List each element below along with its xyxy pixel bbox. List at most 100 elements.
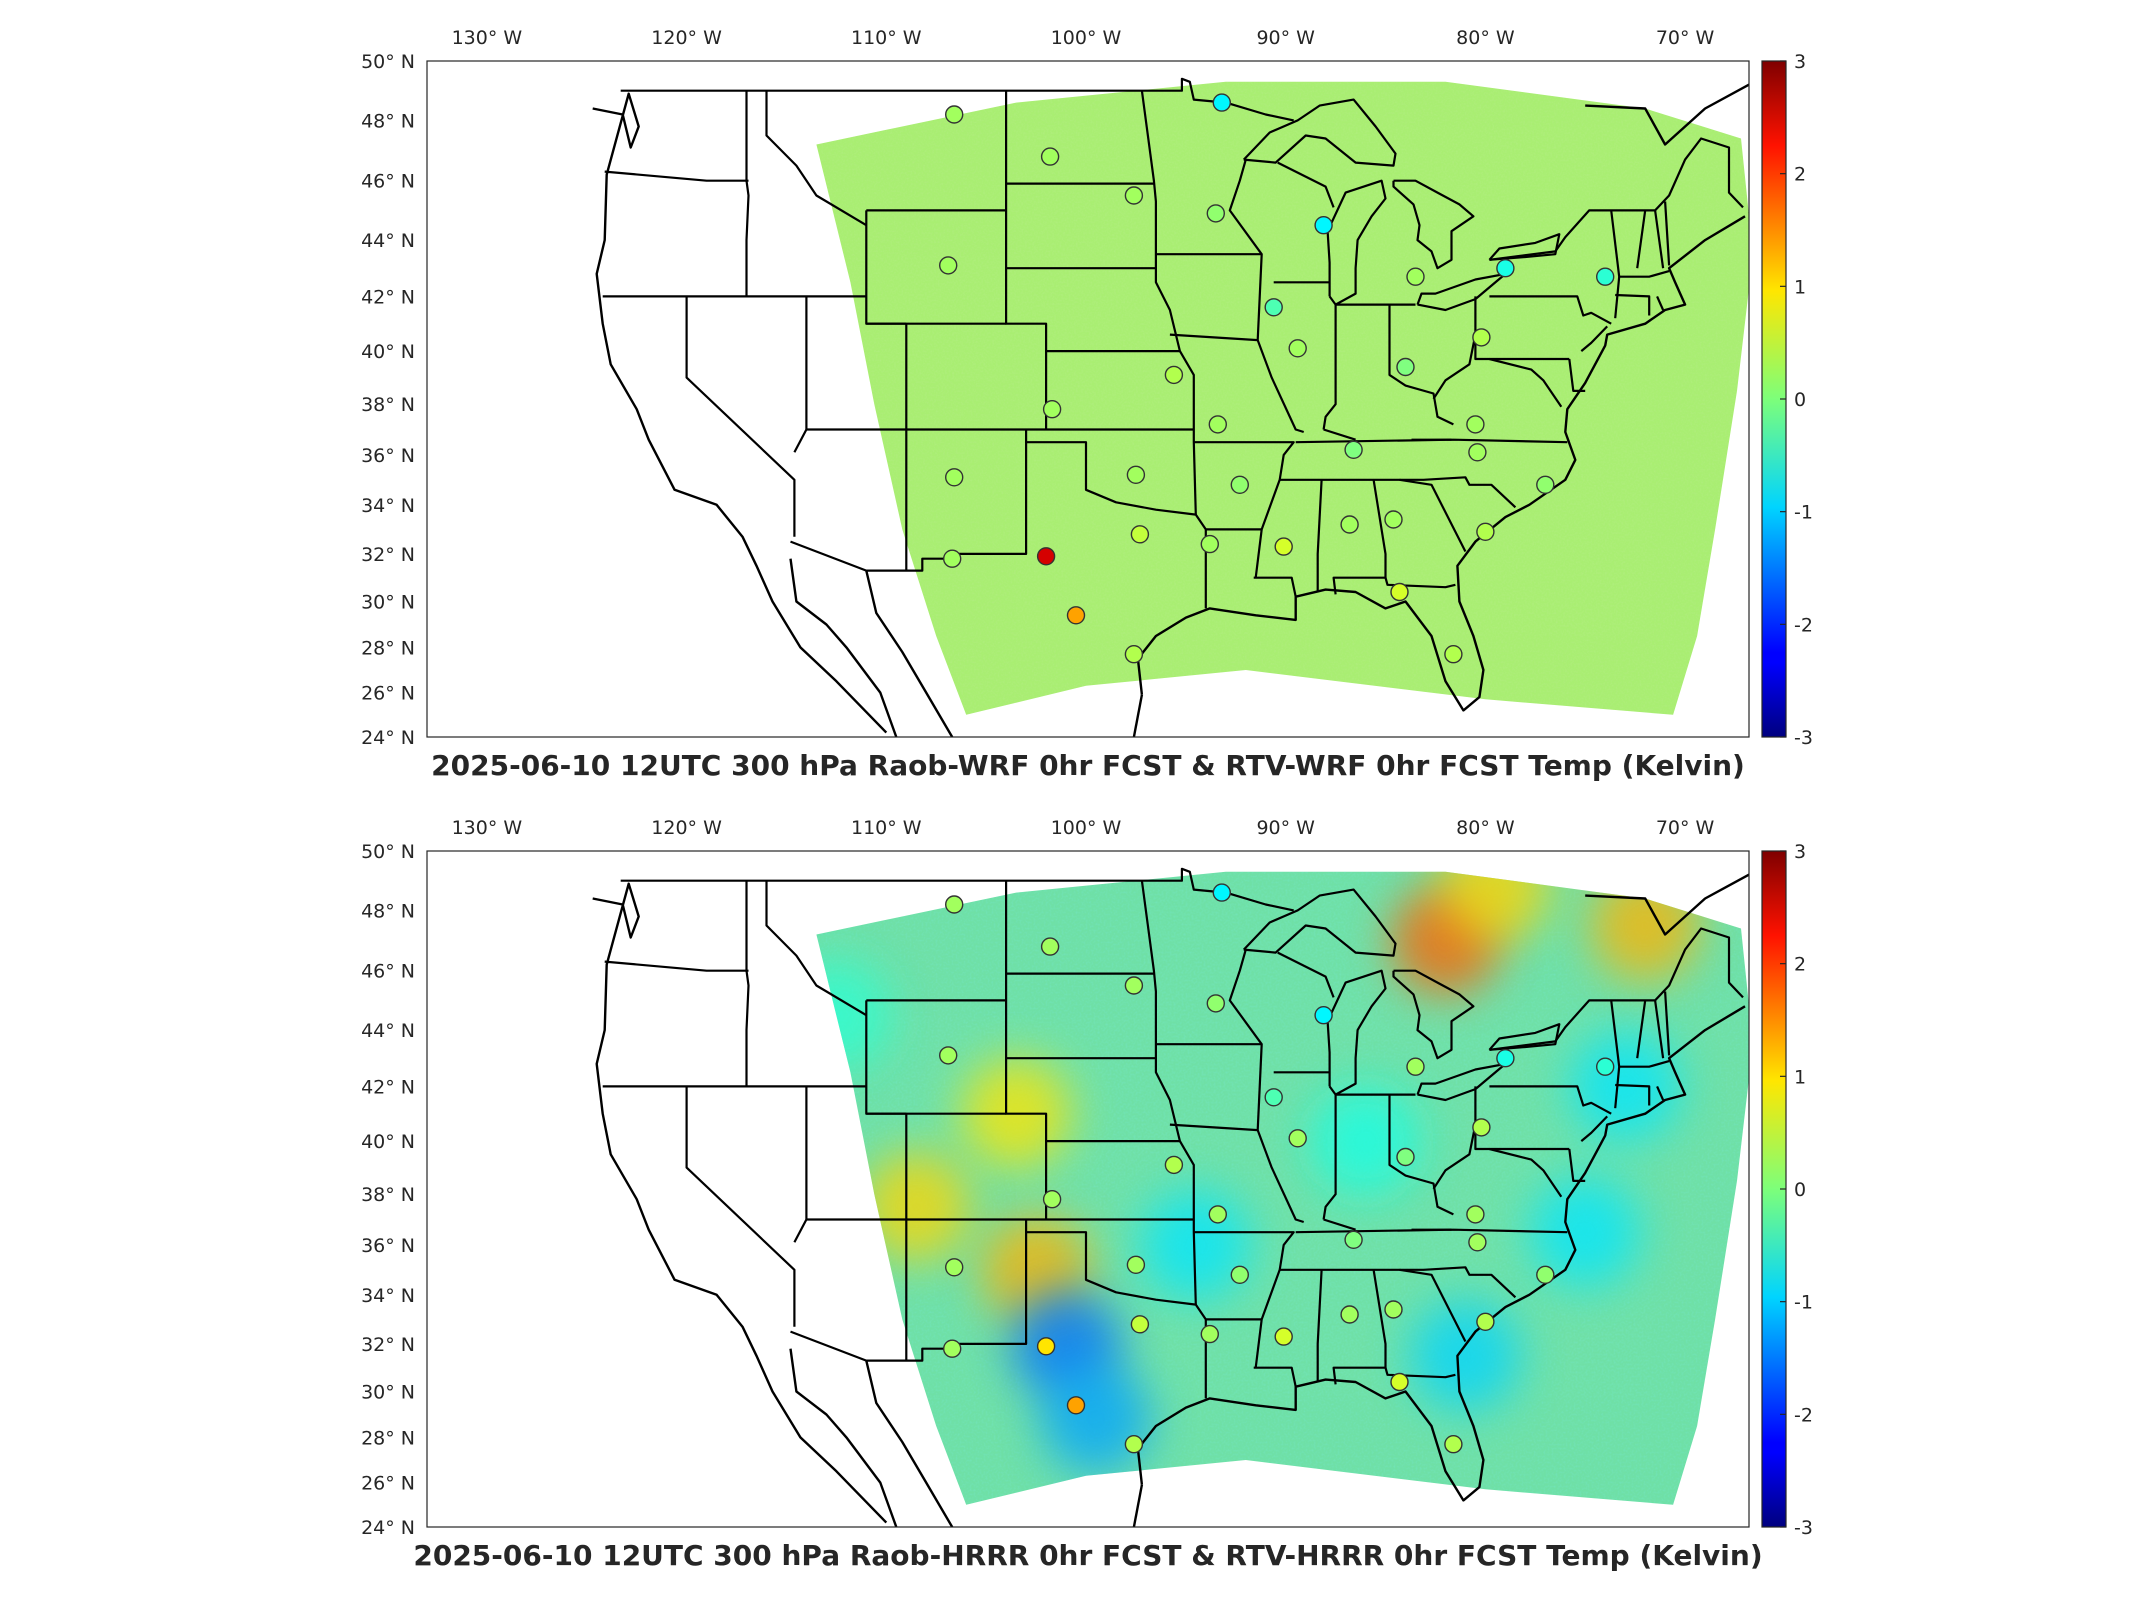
bottom-panel: 130° W 120° W 110° W 100° W 90° W 80° W 70° W 5…	[361, 817, 1813, 1572]
raob-station-marker	[1340, 1305, 1359, 1324]
raob-station-marker	[1124, 186, 1144, 205]
lat-tick-label: 26° N	[361, 1473, 415, 1495]
raob-station-marker	[1406, 1057, 1425, 1076]
raob-station-marker	[1472, 1118, 1491, 1137]
raob-station-marker	[1036, 547, 1056, 566]
state-border	[1323, 428, 1356, 441]
colorbar-tick-label: -1	[1794, 1292, 1813, 1314]
lon-tick-label: 110° W	[851, 817, 922, 839]
great-lake	[1416, 272, 1507, 312]
state-border	[1228, 159, 1305, 434]
state-border	[1140, 90, 1197, 515]
raob-station-marker	[1476, 1312, 1495, 1332]
coastline	[789, 558, 898, 737]
lat-tick-label: 48° N	[361, 110, 415, 132]
panel-title: 2025-06-10 12UTC 300 hPa Raob-HRRR 0hr F…	[413, 1539, 1762, 1572]
raob-station-marker	[1206, 204, 1226, 223]
state-border	[1656, 295, 1665, 311]
state-border	[1615, 293, 1651, 316]
raob-station-marker	[1040, 147, 1060, 166]
state-border	[1489, 1147, 1563, 1198]
geography	[592, 77, 1749, 737]
state-border	[954, 1219, 1028, 1345]
state-border	[1474, 296, 1570, 361]
raob-station-marker	[945, 468, 964, 487]
state-border	[1193, 441, 1295, 578]
state-border	[745, 90, 750, 297]
raob-station-marker	[945, 105, 964, 124]
great-lake	[1488, 233, 1561, 261]
lat-tick-label: 44° N	[361, 230, 415, 252]
coastline	[865, 1360, 954, 1527]
lon-tick-label: 100° W	[1051, 27, 1122, 49]
state-border	[1322, 1094, 1337, 1220]
great-lake	[1392, 179, 1475, 270]
state-border	[1489, 927, 1744, 1051]
raob-station-marker	[943, 1339, 962, 1358]
raob-station-marker	[1130, 1315, 1150, 1334]
colorbar-tick-label: 1	[1794, 276, 1806, 298]
state-border	[1388, 1094, 1454, 1216]
great-lake	[1326, 179, 1387, 306]
raob-station-marker	[939, 1046, 958, 1065]
raob-station-marker	[1274, 537, 1293, 556]
state-border	[1277, 951, 1335, 998]
great-lake	[1392, 969, 1475, 1060]
state-border	[745, 880, 750, 1087]
coastline	[865, 570, 954, 737]
raob-station-marker	[1264, 1088, 1283, 1107]
state-border	[1005, 880, 1048, 1220]
state-border	[1656, 1085, 1665, 1101]
lon-tick-label: 130° W	[452, 27, 523, 49]
colorbar: 3 2 1 0 -1 -2 -3	[1761, 51, 1813, 749]
raob-station-marker	[1344, 1230, 1363, 1250]
raob-station-marker	[1230, 475, 1250, 494]
raob-station-marker	[1066, 606, 1086, 625]
state-border	[604, 170, 749, 182]
raob-station-marker	[1274, 1327, 1293, 1346]
raob-station-marker	[1042, 1189, 1062, 1209]
map-area	[427, 851, 1749, 1527]
raob-station-marker	[1496, 1048, 1515, 1068]
state-border	[1169, 333, 1258, 342]
coastline	[1132, 694, 1144, 737]
state-border	[1636, 210, 1647, 269]
state-border	[954, 429, 1028, 555]
lat-tick-label: 44° N	[361, 1020, 415, 1042]
state-border	[1568, 1148, 1586, 1182]
lat-tick-label: 50° N	[361, 51, 415, 73]
state-border	[1295, 438, 1568, 444]
state-border	[1654, 210, 1665, 269]
state-border	[1432, 1124, 1477, 1190]
state-border	[1664, 991, 1671, 1056]
raob-station-marker	[945, 1258, 964, 1277]
lat-tick-label: 36° N	[361, 445, 415, 467]
raob-station-marker	[1124, 976, 1144, 995]
state-border	[1140, 880, 1197, 1305]
lat-tick-label: 32° N	[361, 544, 415, 566]
lat-tick-label: 40° N	[361, 341, 415, 363]
raob-station-marker	[1230, 1265, 1250, 1285]
lat-tick-label: 48° N	[361, 900, 415, 922]
colorbar-tick-label: 2	[1794, 164, 1806, 186]
lon-tick-label: 80° W	[1456, 27, 1515, 49]
raob-station-marker	[939, 256, 958, 275]
raob-station-marker	[1595, 1057, 1615, 1076]
state-border	[1316, 479, 1323, 592]
colorbar-tick-label: 1	[1794, 1066, 1806, 1088]
lat-tick-label: 46° N	[361, 961, 415, 983]
state-border	[1489, 1085, 1612, 1115]
colorbar-tick-label: 3	[1794, 841, 1806, 863]
raob-station-marker	[1468, 1233, 1487, 1252]
raob-station-marker	[1390, 582, 1409, 602]
state-border	[1399, 1268, 1467, 1342]
raob-station-marker	[1164, 365, 1184, 385]
raob-station-marker	[1314, 215, 1333, 235]
coastline	[1132, 1484, 1144, 1527]
state-border	[685, 1086, 796, 1327]
raob-station-marker	[1466, 1205, 1485, 1224]
state-border	[790, 540, 957, 572]
map-frame	[426, 60, 1750, 738]
state-border	[1399, 1266, 1517, 1299]
raob-station-marker	[1384, 1300, 1403, 1319]
